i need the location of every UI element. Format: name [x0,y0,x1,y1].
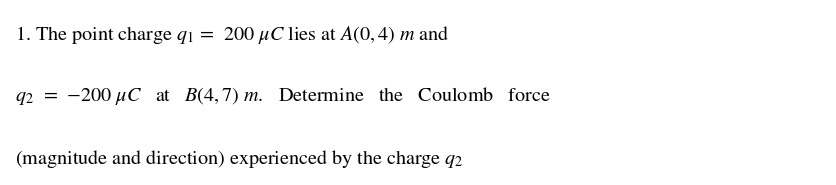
Text: $q_2$  =  $-$200 $\mu C$   at   $B(4,7)$ $m$.   Determine   the   Coulomb   forc: $q_2$ = $-$200 $\mu C$ at $B(4,7)$ $m$. … [15,85,551,107]
Text: 1. The point charge $q_1$ =  200 $\mu C$ lies at $A(0,4)$ $m$ and: 1. The point charge $q_1$ = 200 $\mu C$ … [15,24,450,46]
Text: (magnitude and direction) experienced by the charge $q_2$: (magnitude and direction) experienced by… [15,148,464,170]
